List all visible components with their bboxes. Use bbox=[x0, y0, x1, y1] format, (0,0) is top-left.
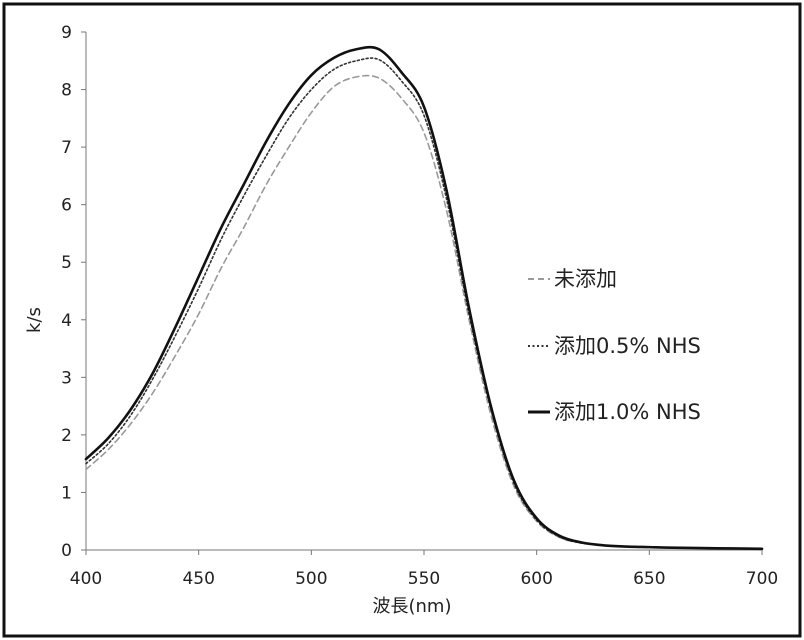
y-tick-label: 5 bbox=[61, 253, 72, 273]
y-tick-label: 2 bbox=[61, 426, 72, 446]
y-axis-title: k/s bbox=[24, 307, 45, 333]
y-tick-label: 1 bbox=[61, 483, 72, 503]
x-tick-label: 400 bbox=[70, 569, 102, 589]
y-tick-label: 0 bbox=[61, 541, 72, 561]
x-tick-label: 700 bbox=[746, 569, 778, 589]
x-tick-label: 550 bbox=[408, 569, 440, 589]
y-tick-label: 6 bbox=[61, 196, 72, 216]
x-axis-title: 波長(nm) bbox=[373, 596, 452, 617]
y-tick-label: 7 bbox=[61, 138, 72, 158]
x-tick-label: 600 bbox=[520, 569, 552, 589]
legend-label-1: 添加0.5% NHS bbox=[554, 334, 701, 358]
legend-label-0: 未添加 bbox=[554, 267, 617, 291]
series-layer bbox=[84, 45, 764, 551]
y-tick-label: 9 bbox=[61, 23, 72, 43]
legend-label-2: 添加1.0% NHS bbox=[554, 400, 701, 424]
axes: 0 1 2 3 4 5 6 7 8 9 400 450 500 550 600 650 700 bbox=[61, 23, 778, 589]
y-tick-label: 8 bbox=[61, 81, 72, 101]
x-tick-label: 500 bbox=[295, 569, 327, 589]
x-tick-label: 450 bbox=[182, 569, 214, 589]
series-line-2 bbox=[84, 45, 764, 551]
y-tick-label: 4 bbox=[61, 311, 72, 331]
y-tick-label: 3 bbox=[61, 368, 72, 388]
x-tick-label: 650 bbox=[633, 569, 665, 589]
